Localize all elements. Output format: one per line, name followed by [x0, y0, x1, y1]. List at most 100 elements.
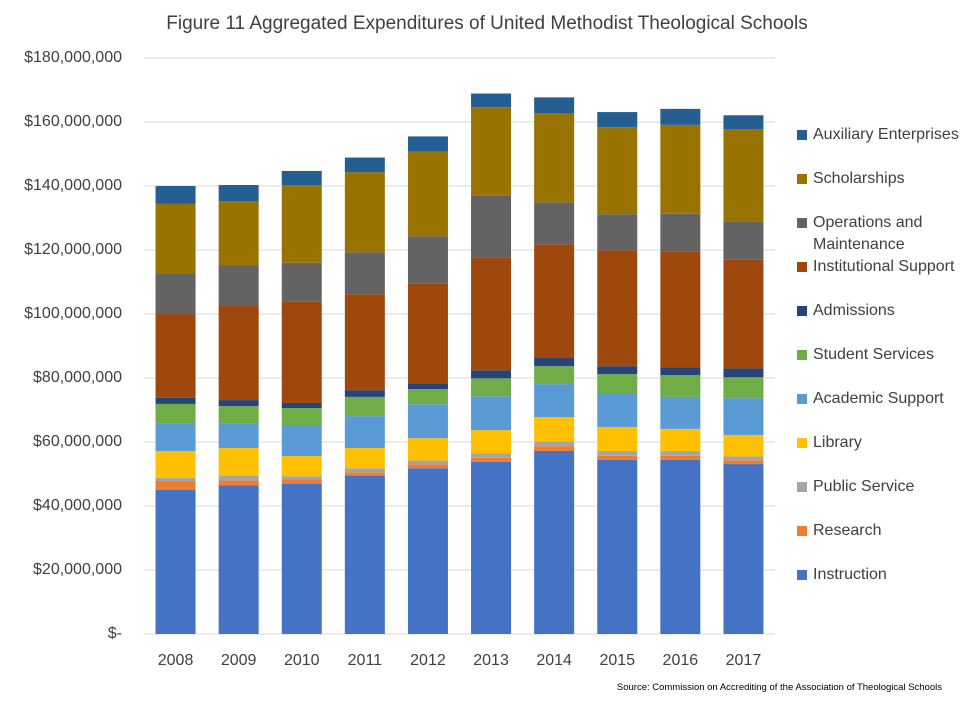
bar-segment [218, 406, 259, 424]
bar-segment [471, 453, 512, 458]
bar-segment [660, 459, 701, 634]
bar-segment [723, 434, 764, 457]
bar-segment [155, 314, 196, 398]
bar-segment [281, 483, 322, 634]
legend-item: Admissions [797, 300, 964, 322]
bar-segment [281, 426, 322, 457]
bar-segment [218, 423, 259, 449]
bar-segment [407, 460, 448, 465]
x-tick-label: 2013 [473, 652, 509, 669]
bar-segment [723, 398, 764, 435]
x-tick-label: 2017 [726, 652, 762, 669]
legend-item: Public Service [797, 476, 964, 498]
bar-segment [471, 370, 512, 379]
bar-segment [597, 455, 638, 460]
x-tick-label: 2014 [536, 652, 572, 669]
source-note: Source: Commission on Accrediting of the… [616, 682, 942, 693]
legend-label: Library [813, 434, 862, 451]
bar-segment [597, 214, 638, 251]
bar-segment [534, 450, 575, 634]
bar-segment [534, 446, 575, 451]
bar-segment [218, 400, 259, 407]
bar-segment [597, 366, 638, 375]
bar-segment [218, 448, 259, 476]
bar-segment [155, 403, 196, 424]
bar-segment [471, 195, 512, 258]
y-tick-label: $20,000,000 [33, 561, 122, 578]
legend-label: Scholarships [813, 170, 905, 187]
bar-segment [534, 113, 575, 203]
bar-segment [471, 378, 512, 397]
bar-segment [155, 481, 196, 490]
bar-segment [471, 430, 512, 454]
legend-label: Operations and Maintenance [813, 214, 923, 253]
bar-segment [155, 450, 196, 478]
bar-segment [281, 476, 322, 480]
legend-swatch [797, 130, 807, 140]
bar-segment [660, 428, 701, 451]
legend-swatch [797, 394, 807, 404]
x-tick-label: 2016 [663, 652, 699, 669]
bar-segment [471, 93, 512, 108]
legend-item: Operations and Maintenance [797, 212, 964, 256]
legend-label: Academic Support [813, 390, 944, 407]
legend-swatch [797, 174, 807, 184]
legend-item: Scholarships [797, 168, 964, 190]
bar-segment [218, 306, 259, 401]
legend-item: Student Services [797, 344, 964, 366]
bar-segment [597, 112, 638, 128]
bar-segment [155, 477, 196, 482]
legend-label: Admissions [813, 302, 895, 319]
bar-segment [534, 366, 575, 385]
bar-segment [723, 456, 764, 461]
x-tick-label: 2008 [158, 652, 194, 669]
bar-segment [281, 402, 322, 409]
legend-label: Auxiliary Enterprises [813, 126, 959, 143]
bar-segment [407, 136, 448, 152]
bar-segment [218, 480, 259, 486]
bar-segment [218, 485, 259, 634]
bar-segment [281, 262, 322, 302]
legend-item: Instruction [797, 564, 964, 586]
legend-label: Instruction [813, 566, 887, 583]
y-tick-label: $40,000,000 [33, 497, 122, 514]
bar-segment [281, 170, 322, 186]
bar-segment [660, 396, 701, 429]
bar-segment [660, 108, 701, 125]
bar-segment [534, 244, 575, 358]
bar-segment [597, 450, 638, 456]
bar-segment [344, 157, 385, 173]
legend-label: Institutional Support [813, 258, 955, 275]
y-tick-label: $- [108, 625, 122, 642]
y-tick-label: $120,000,000 [24, 241, 122, 258]
bar-segment [534, 417, 575, 442]
bar-segment [471, 457, 512, 462]
legend-swatch [797, 218, 807, 228]
legend-item: Auxiliary Enterprises [797, 124, 964, 146]
y-tick-label: $180,000,000 [24, 49, 122, 66]
bar-segment [407, 468, 448, 634]
legend-swatch [797, 262, 807, 272]
bar-segment [407, 464, 448, 469]
legend-item: Academic Support [797, 388, 964, 410]
bar-segment [281, 301, 322, 403]
bar-segment [660, 455, 701, 460]
bar-segment [281, 185, 322, 263]
bar-segment [471, 396, 512, 431]
legend-swatch [797, 350, 807, 360]
bar-segment [344, 472, 385, 476]
bar-segment [723, 460, 764, 465]
bar-segment [155, 490, 196, 634]
legend-item: Library [797, 432, 964, 454]
bar-segment [723, 115, 764, 130]
bar-segment [344, 448, 385, 469]
bar-segment [723, 368, 764, 378]
bar-segment [723, 129, 764, 222]
bar-segment [660, 375, 701, 397]
bar-segment [281, 479, 322, 484]
bar-segment [471, 107, 512, 196]
bar-segment [660, 124, 701, 214]
bar-segment [534, 97, 575, 114]
legend-item: Research [797, 520, 964, 542]
